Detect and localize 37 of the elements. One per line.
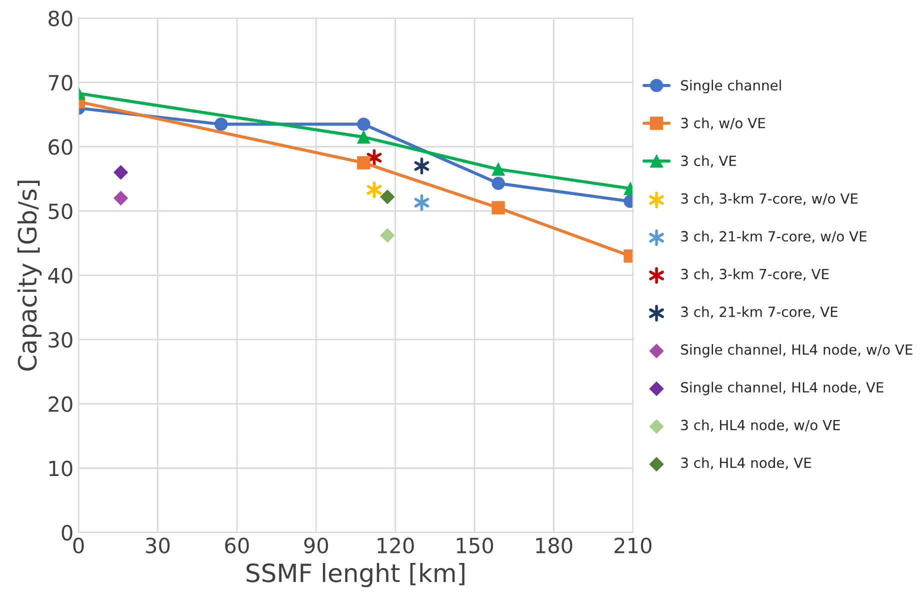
y-tick-label: 10 xyxy=(49,460,72,476)
point xyxy=(357,118,370,131)
legend-label: Single channel, HL4 node, w/o VE xyxy=(681,344,912,358)
point xyxy=(380,190,395,204)
x-axis-title: SSMF lenght [km] xyxy=(246,562,464,588)
x-tick-label: 30 xyxy=(146,538,170,554)
point xyxy=(380,228,395,243)
y-tick-label: 30 xyxy=(48,332,72,348)
legend-label: 3 ch, w/o VE xyxy=(681,118,766,130)
y-tick-label: 50 xyxy=(48,203,72,220)
y-tick-label: 70 xyxy=(48,74,72,91)
point xyxy=(414,158,430,174)
legend-label: Single channel xyxy=(681,80,781,94)
legend-label: 3 ch, 21-km 7-core, VE xyxy=(681,306,838,318)
legend-label: 3 ch, HL4 node, VE xyxy=(681,457,811,470)
x-tick-label: 90 xyxy=(304,538,328,554)
point xyxy=(366,181,382,198)
legend-label: 3 ch, VE xyxy=(681,155,736,168)
x-tick-label: 180 xyxy=(536,538,572,554)
y-tick-label: 80 xyxy=(48,10,72,26)
y-tick-label: 20 xyxy=(48,396,72,412)
x-tick-label: 210 xyxy=(614,538,652,554)
y-tick-label: 60 xyxy=(48,139,72,155)
y-axis-title: Capacity [Gb/s] xyxy=(17,180,42,371)
legend-label: 3 ch, HL4 node, w/o VE xyxy=(681,420,840,432)
x-tick-label: 60 xyxy=(225,538,249,554)
legend-label: 3 ch, 21-km 7-core, w/o VE xyxy=(681,230,866,243)
x-tick-label: 150 xyxy=(456,538,494,554)
legend-label: 3 ch, 3-km 7-core, VE xyxy=(681,268,829,281)
y-tick-label: 40 xyxy=(48,268,72,284)
point xyxy=(492,176,505,190)
legend-label: 3 ch, 3-km 7-core, w/o VE xyxy=(681,193,858,206)
y-tick-label: 0 xyxy=(62,524,72,541)
x-tick-label: 0 xyxy=(73,538,84,554)
point xyxy=(414,194,430,211)
x-tick-label: 120 xyxy=(378,538,414,554)
legend-label: Single channel, HL4 node, VE xyxy=(681,382,884,396)
